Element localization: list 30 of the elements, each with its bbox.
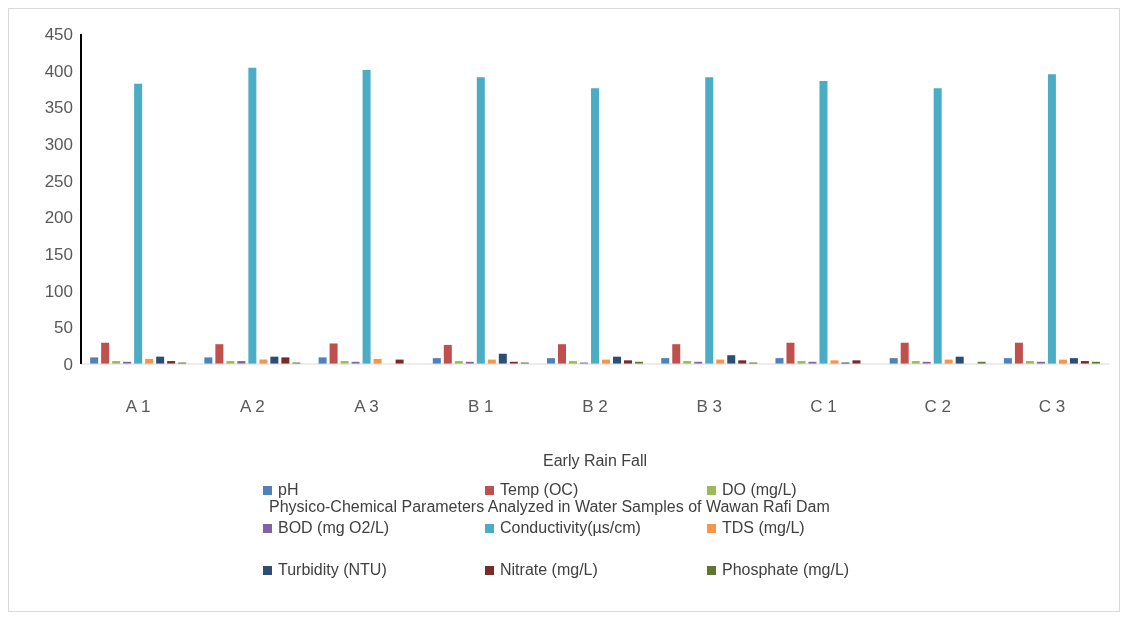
x-tick-label: B 1: [468, 397, 494, 417]
text: Physico-Chemical Parameters Analyzed in Water Samples of Wawan Rafi Dam: [268, 498, 831, 517]
x-tick-label: B 2: [582, 397, 608, 417]
y-tick-label: 150: [44, 245, 73, 265]
x-tick-label: A 1: [125, 397, 151, 417]
x-tick-label: B 3: [696, 397, 722, 417]
x-tick-label: A 2: [240, 397, 265, 417]
legend-label: BOD (mg O2/L): [278, 519, 390, 537]
y-tick-label: 100: [44, 281, 73, 301]
legend-label: Temp (OC): [500, 481, 579, 499]
x-tick-label: C 2: [924, 397, 951, 417]
legend-label: TDS (mg/L): [722, 519, 805, 537]
x-axis-title: Early Rain Fall: [542, 452, 648, 469]
legend-label: Phosphate (mg/L): [722, 561, 850, 579]
y-tick-label: 350: [44, 98, 73, 118]
legend-label: pH: [278, 481, 299, 499]
y-tick-label: 400: [44, 61, 73, 81]
legend-label: Conductivity(µs/cm): [500, 519, 641, 537]
legend-label: Turbidity (NTU): [278, 561, 387, 579]
y-tick-label: 450: [44, 25, 73, 45]
y-tick-label: 200: [44, 208, 73, 228]
y-tick-label: 50: [54, 318, 73, 338]
x-tick-label: A 3: [354, 397, 379, 417]
legend-label: DO (mg/L): [722, 481, 797, 499]
legend-label: Nitrate (mg/L): [500, 561, 598, 579]
y-tick-label: 250: [44, 171, 73, 191]
x-tick-label: C 3: [1038, 397, 1066, 417]
y-tick-label: 300: [44, 135, 73, 155]
x-tick-label: C 1: [810, 397, 837, 417]
y-tick-label: 0: [63, 355, 73, 375]
